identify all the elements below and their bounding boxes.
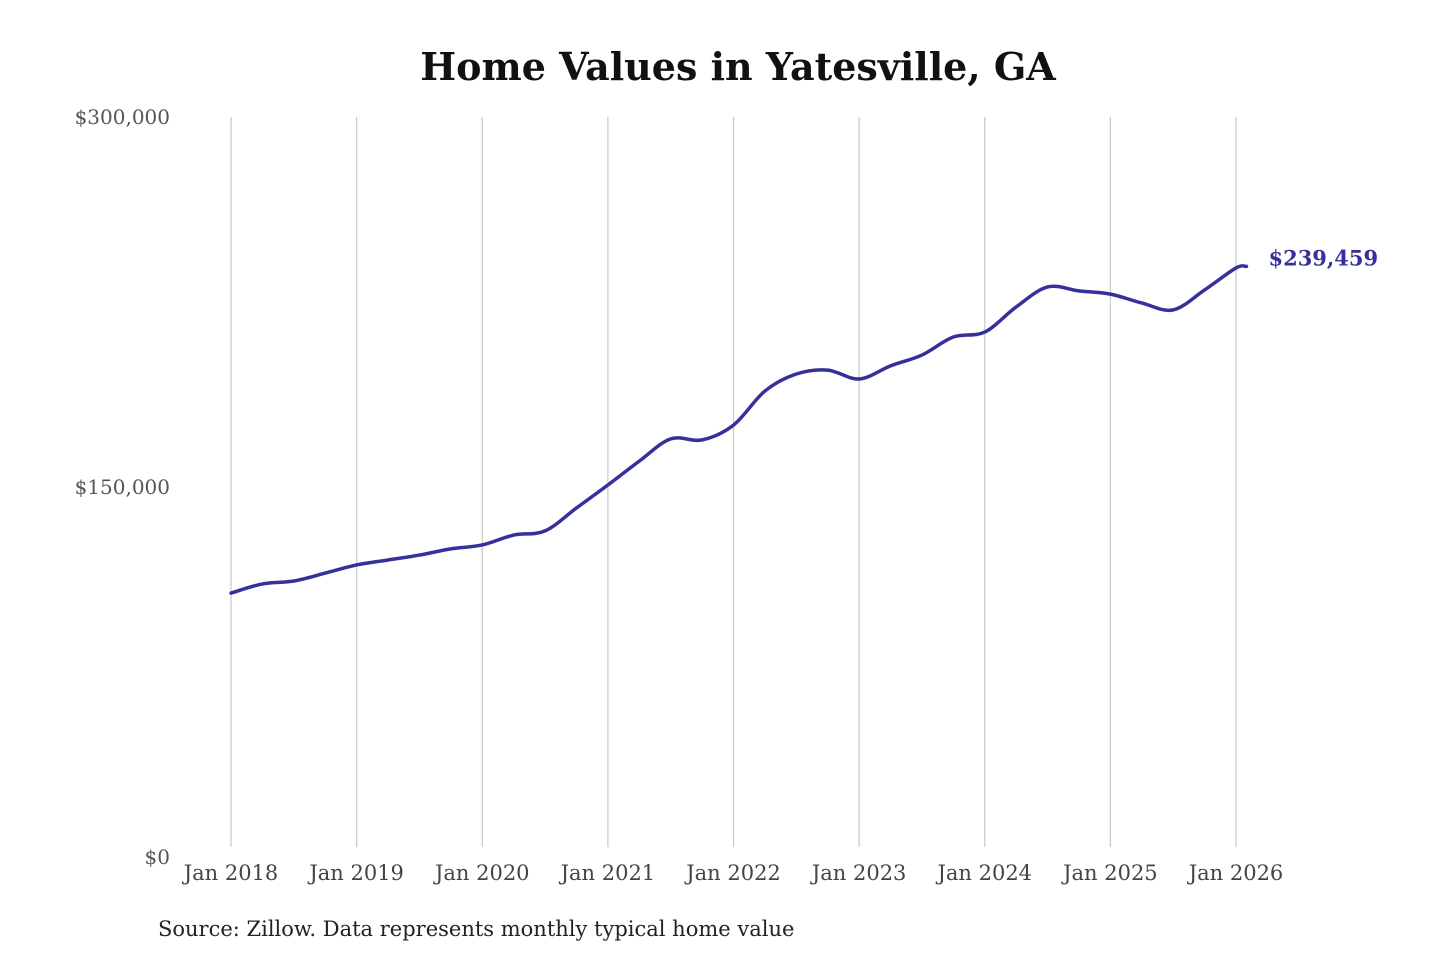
x-tick-label: Jan 2018 [182,861,279,885]
end-value-label: $239,459 [1268,245,1378,270]
x-tick-label: Jan 2025 [1061,861,1158,885]
x-tick-label: Jan 2020 [433,861,530,885]
x-tick-label: Jan 2024 [935,861,1032,885]
y-tick-label: $0 [145,845,170,869]
chart-title: Home Values in Yatesville, GA [420,44,1056,89]
x-tick-label: Jan 2026 [1187,861,1284,885]
x-tick-label: Jan 2019 [307,861,404,885]
source-note: Source: Zillow. Data represents monthly … [158,917,795,941]
x-tick-label: Jan 2021 [559,861,656,885]
y-tick-label: $150,000 [75,475,170,499]
x-tick-label: Jan 2023 [810,861,907,885]
series-line [229,264,1249,595]
y-tick-label: $300,000 [75,105,170,129]
x-tick-label: Jan 2022 [684,861,781,885]
